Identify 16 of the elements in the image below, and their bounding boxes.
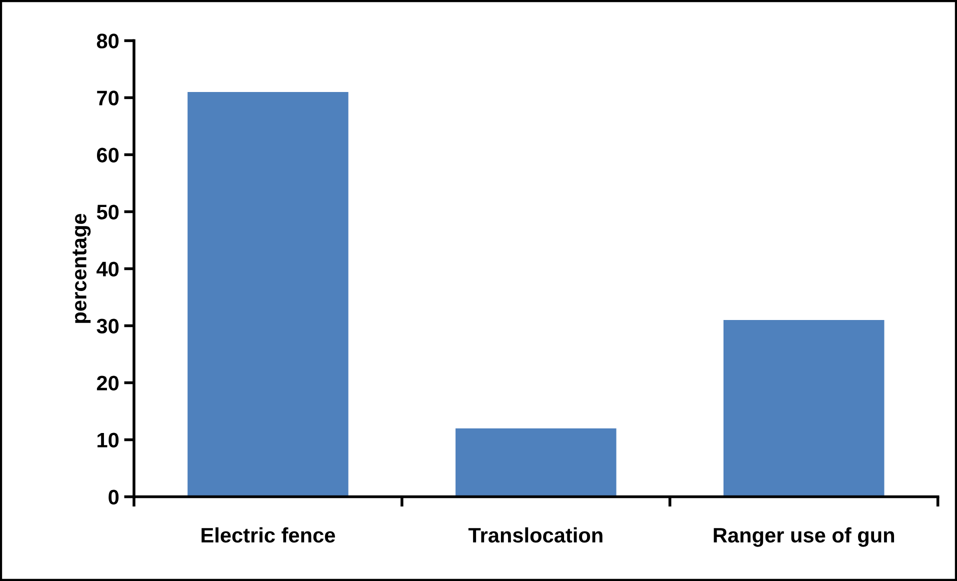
y-tick-label: 50	[96, 204, 119, 220]
bar	[723, 320, 884, 497]
y-tick-label: 20	[96, 376, 119, 390]
y-tick-label: 80	[96, 34, 119, 48]
y-tick-label: 40	[96, 262, 119, 276]
y-axis-title: percentage	[72, 214, 91, 323]
x-tick-label: Electric fence	[202, 527, 335, 543]
x-tick-label: Ranger use of gun	[714, 527, 894, 547]
y-tick-label: 0	[108, 490, 119, 505]
y-tick-label: 70	[97, 90, 119, 106]
y-tick-label: 60	[96, 148, 119, 162]
y-tick-label: 10	[98, 432, 119, 448]
x-tick-label: Translocation	[468, 527, 602, 543]
bar	[456, 428, 616, 497]
bar	[188, 92, 348, 497]
y-tick-label: 30	[96, 318, 119, 334]
